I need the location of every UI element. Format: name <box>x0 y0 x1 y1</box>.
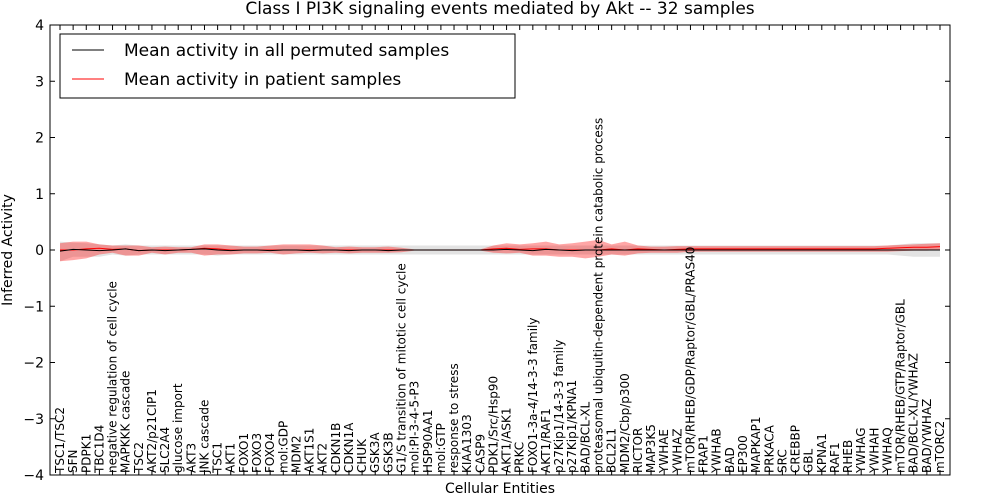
x-tick-label: negative regulation of cell cycle <box>106 281 120 473</box>
x-tick-label: TSC1/TSC2 <box>53 407 67 474</box>
y-tick-label: −1 <box>23 299 44 315</box>
x-tick-label: proteasomal ubiquitin-dependent protein … <box>592 118 606 473</box>
x-tick-label: AKT3 <box>184 443 198 473</box>
x-tick-label: BCL2L1 <box>605 428 619 473</box>
x-tick-label: p27Kip1/KPNA1 <box>565 380 579 473</box>
x-tick-label: KPNA1 <box>815 433 829 473</box>
x-tick-label: mol:GDP <box>276 421 290 473</box>
x-tick-label: RHEB <box>841 440 855 473</box>
x-tick-label: FOXO1 <box>237 433 251 473</box>
x-tick-label: BAD/YWHAZ <box>920 399 934 473</box>
band-permuted <box>60 241 940 262</box>
x-tick-label: GSK3A <box>368 432 382 473</box>
y-tick-label: 0 <box>35 243 44 259</box>
x-tick-label: YWHAZ <box>670 428 684 474</box>
x-tick-label: CASP9 <box>473 434 487 473</box>
x-tick-label: mTORC2 <box>933 421 947 473</box>
x-tick-label: CDKN1B <box>329 423 343 473</box>
series-line-patient <box>60 246 941 252</box>
x-tick-label: MDM2/Cbp/p300 <box>618 373 632 473</box>
y-tick-label: −4 <box>23 468 44 484</box>
x-tick-label: YWHAQ <box>881 427 895 474</box>
y-axis: 4 3 2 1 0 −1 −2 −3 −4 <box>23 18 950 484</box>
x-tick-label: FOXO3 <box>250 433 264 473</box>
legend-label: Mean activity in all permuted samples <box>124 41 449 61</box>
x-tick-label: MAPKAP1 <box>749 416 763 473</box>
y-tick-label: −2 <box>23 356 44 372</box>
x-tick-label: glucose import <box>171 383 185 473</box>
x-tick-label: GSK3B <box>381 432 395 473</box>
x-tick-label: AKT2/p21CIP1 <box>145 389 159 473</box>
x-tick-label: PRKACA <box>762 424 776 473</box>
x-tick-label: PRKC <box>513 442 527 473</box>
x-tick-label: SRC <box>775 449 789 473</box>
x-tick-label: RICTOR <box>631 428 645 473</box>
x-tick-label: FOXO4 <box>263 433 277 473</box>
y-tick-label: 2 <box>35 131 44 147</box>
x-tick-label: BAD/BCL-XL/YWHAZ <box>907 353 921 473</box>
y-tick-label: 1 <box>35 187 44 203</box>
chart-title: Class I PI3K signaling events mediated b… <box>245 0 754 19</box>
y-tick-label: 3 <box>35 74 44 90</box>
band-patient <box>60 239 940 262</box>
x-tick-label: CHUK <box>355 438 369 473</box>
x-tick-label: JNK cascade <box>198 400 212 474</box>
legend: Mean activity in all permuted samples Mea… <box>59 33 516 99</box>
x-tick-label: AKT1/ASK1 <box>500 408 514 473</box>
legend-label: Mean activity in patient samples <box>124 70 401 90</box>
x-tick-label: YWHAH <box>867 428 881 474</box>
x-tick-label: AKT1/RAF1 <box>539 408 553 473</box>
x-tick-label: HSP90AA1 <box>421 409 435 473</box>
y-axis-label: Inferred Activity <box>0 194 16 306</box>
x-tick-label: KIAA1303 <box>460 414 474 473</box>
x-axis-label: Cellular Entities <box>445 481 555 497</box>
x-tick-label: AKT1 <box>224 443 238 473</box>
x-tick-label: TSC2 <box>132 442 146 474</box>
series-line-permuted <box>59 248 940 252</box>
x-axis: TSC1/TSC2 SFN PDPK1 TBC1D4 negative regulati… <box>53 25 947 475</box>
y-tick-label: 4 <box>35 18 44 34</box>
x-tick-label: YWHAB <box>710 428 724 474</box>
x-tick-label: YWHAG <box>854 427 868 474</box>
x-tick-label: mTOR/RHEB/GTP/Raptor/GBL <box>894 299 908 473</box>
x-tick-label: PDK1/Src/Hsp90 <box>486 376 500 473</box>
x-tick-label: GBL <box>802 448 816 473</box>
x-tick-label: mol:PI-3-4-5-P3 <box>408 381 422 473</box>
x-tick-label: YWHAE <box>657 429 671 474</box>
x-tick-label: mTOR/RHEB/GDP/Raptor/GBL/PRAS40 <box>683 247 697 473</box>
x-tick-label: MAPKKK cascade <box>119 371 133 473</box>
x-tick-label: PDPK1 <box>79 434 93 473</box>
x-tick-label: SLC2A4 <box>158 427 172 473</box>
x-tick-label: CDKN1A <box>342 422 356 473</box>
x-tick-label: BAD/BCL-XL <box>578 401 592 473</box>
x-tick-label: p27Kip1/14-3-3 family <box>552 340 566 473</box>
confidence-bands <box>60 239 940 262</box>
x-tick-label: TBC1D4 <box>92 425 106 474</box>
x-tick-label: BAD <box>723 447 737 473</box>
x-tick-label: AKT1S1 <box>303 428 317 473</box>
series-lines <box>59 246 941 252</box>
legend-box <box>59 33 516 99</box>
x-tick-label: AKT2 <box>316 443 330 473</box>
x-tick-label: MAP3K5 <box>644 424 658 473</box>
x-tick-label: SFN <box>66 450 80 474</box>
x-tick-label: TSC1 <box>211 442 225 474</box>
x-tick-label: FOXO1-3a-4/14-3-3 family <box>526 318 540 474</box>
x-tick-label: mol:GTP <box>434 423 448 473</box>
x-tick-label: response to stress <box>447 363 461 473</box>
x-tick-label: RAF1 <box>828 442 842 473</box>
x-tick-label: MDM2 <box>289 435 303 473</box>
x-tick-label: FRAP1 <box>697 435 711 473</box>
x-tick-label: EP300 <box>736 435 750 473</box>
x-tick-label: G1/S transition of mitotic cell cycle <box>395 263 409 473</box>
x-tick-label: CREBBP <box>789 425 803 473</box>
y-tick-label: −3 <box>23 412 44 428</box>
